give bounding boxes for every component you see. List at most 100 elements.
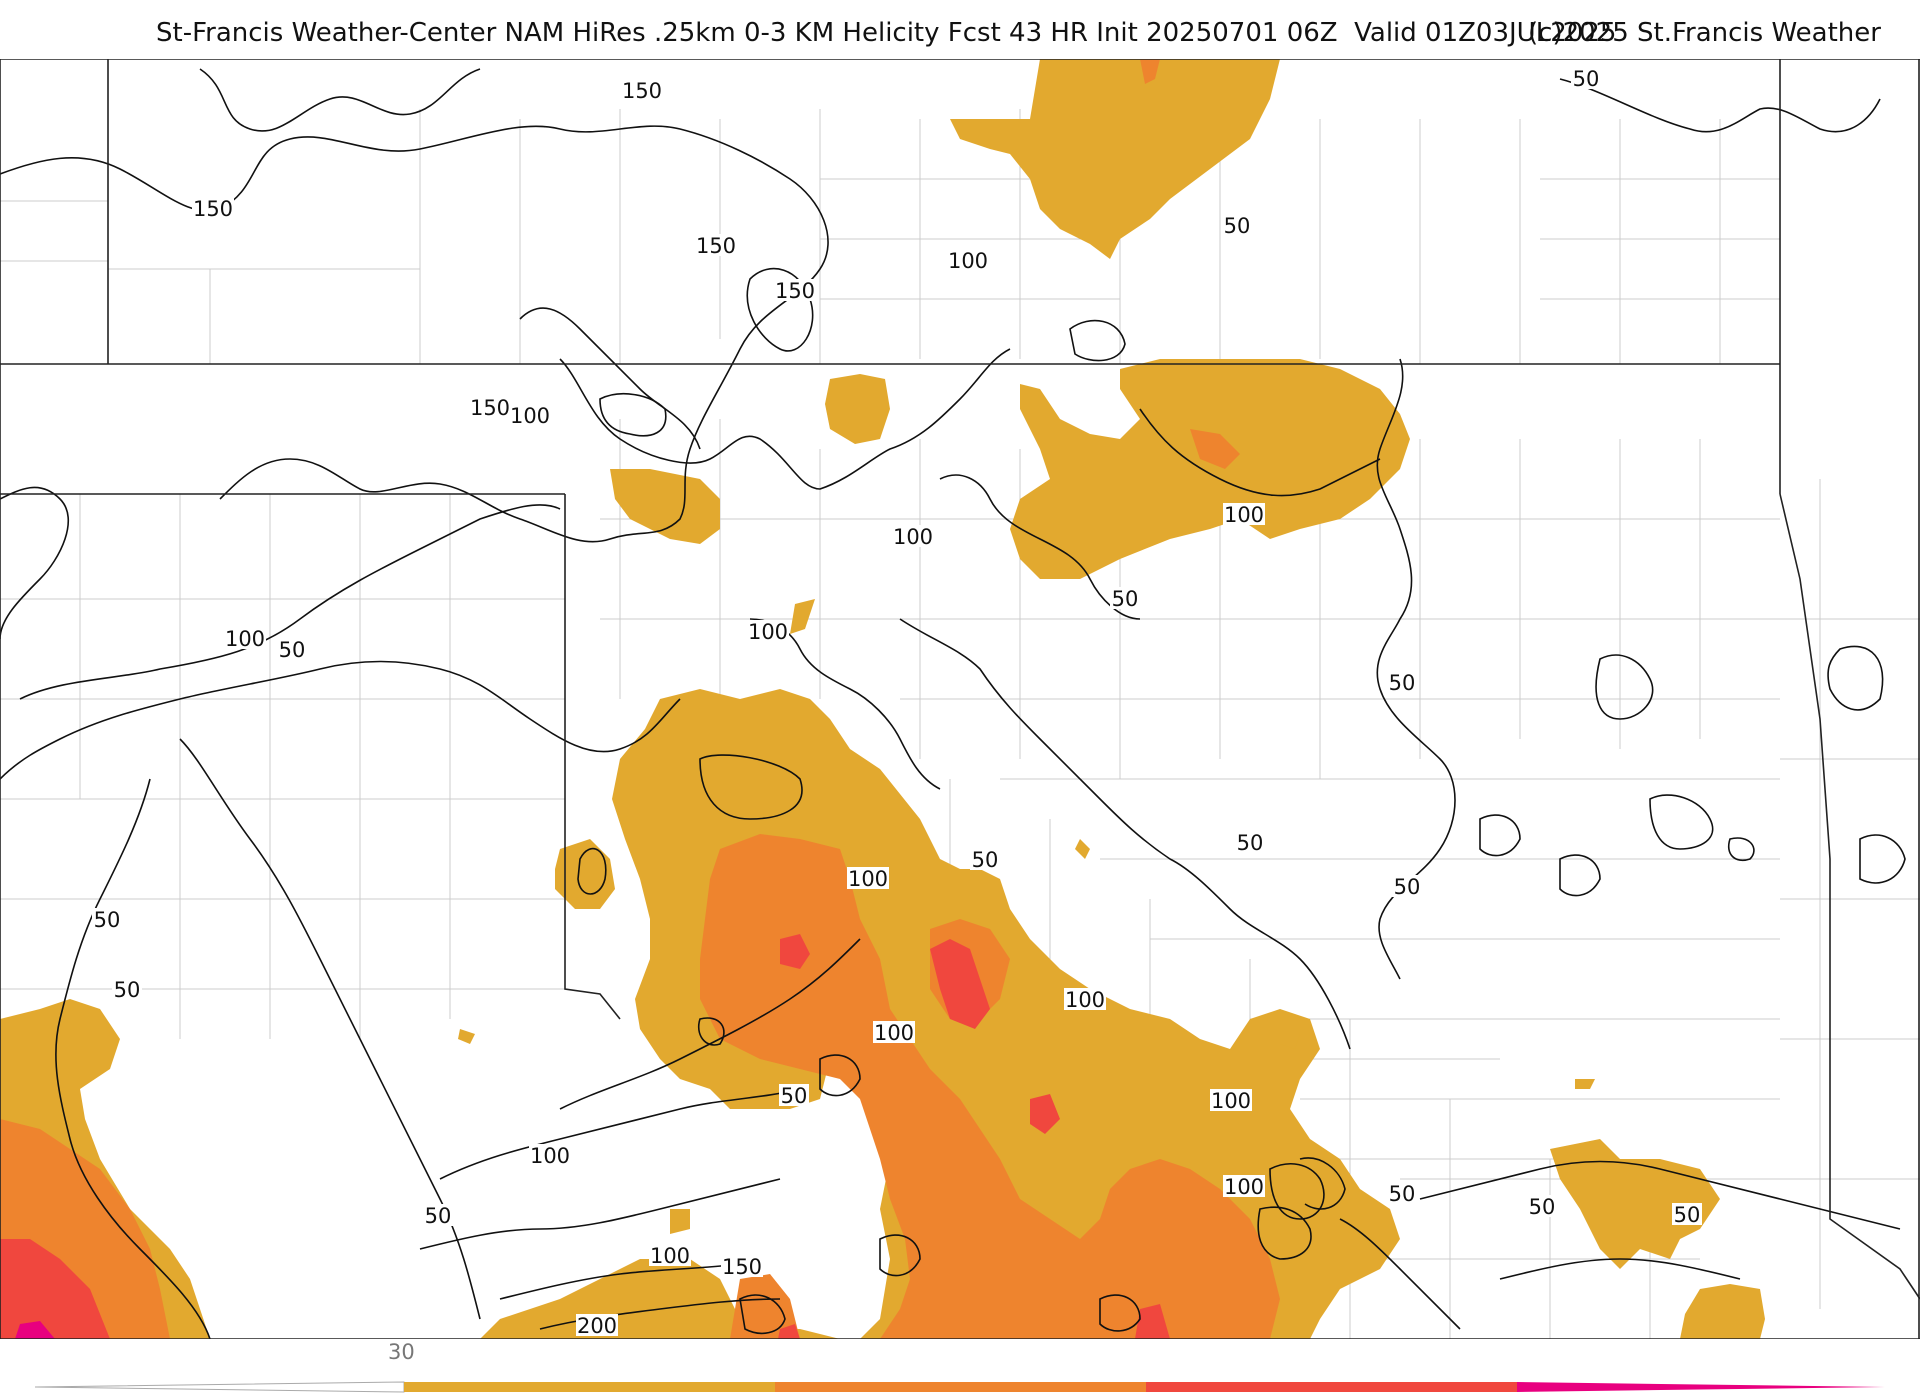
fill-l2-ne — [1190, 429, 1240, 469]
fill-l1-sp1 — [1075, 839, 1090, 859]
contour-label-bg — [747, 620, 789, 642]
contour-label: 100 — [650, 1244, 690, 1268]
contour-label-bg — [277, 638, 307, 660]
contour-label: 50 — [114, 978, 141, 1002]
contour-label: 50 — [1112, 587, 1139, 611]
contour-label-bg — [509, 404, 551, 426]
colorbar-bar — [34, 1381, 1885, 1393]
contour-label-bg — [649, 1244, 691, 1266]
contour-label-bg — [1571, 67, 1601, 89]
copyright-text: (c)2025 St.Francis Weather — [1528, 18, 1881, 48]
contour-label-bg — [774, 279, 816, 301]
contour-label-bg — [847, 867, 889, 889]
contour-label: 50 — [1224, 214, 1251, 238]
fill-l3-a — [780, 934, 810, 969]
contour-labels: 1501501501501501005050150100100501001005… — [92, 67, 1702, 1338]
fill-l3-d — [0, 1239, 110, 1339]
map-title: St-Francis Weather-Center NAM HiRes .25k… — [156, 18, 1617, 48]
fill-l1-small-c — [790, 599, 815, 634]
contour-label: 50 — [425, 1204, 452, 1228]
contour-label: 50 — [94, 908, 121, 932]
contour-label-bg — [970, 848, 1000, 870]
contour-label-bg — [1223, 503, 1265, 525]
fill-l2-north — [1140, 59, 1160, 84]
colorbar-segment-2 — [775, 1382, 1146, 1392]
contour-label-bg — [695, 234, 737, 256]
contour-label: 100 — [1224, 503, 1264, 527]
contour-label: 100 — [1065, 988, 1105, 1012]
fill-l2-main-a — [700, 834, 1280, 1339]
contour-label: 150 — [696, 234, 736, 258]
fill-l1-small-a — [825, 374, 890, 444]
contour-label-bg — [92, 908, 122, 930]
state-borders — [0, 59, 1920, 1339]
fill-l1-sp4 — [1575, 1079, 1595, 1089]
fill-l1-north — [950, 59, 1280, 259]
contour-label: 100 — [1224, 1175, 1264, 1199]
fill-l1-se-a — [1550, 1139, 1720, 1269]
contour-label: 100 — [874, 1021, 914, 1045]
fill-l4-sw — [15, 1321, 55, 1339]
contour-label-bg — [1392, 875, 1422, 897]
contour-label: 100 — [1211, 1089, 1251, 1113]
contour-label-bg — [423, 1204, 453, 1226]
colorbar-segment-3 — [1146, 1382, 1517, 1392]
colorbar: 30 — [0, 1340, 1920, 1400]
contour-label: 100 — [748, 620, 788, 644]
colorbar-segment-4 — [1517, 1382, 1885, 1392]
contour-label-bg — [1235, 831, 1265, 853]
contour-label: 100 — [510, 404, 550, 428]
contour-label: 150 — [622, 79, 662, 103]
contour-label: 50 — [1237, 831, 1264, 855]
contour-label: 100 — [225, 627, 265, 651]
colorbar-segment-1 — [404, 1382, 775, 1392]
fill-l1-small-b — [610, 469, 720, 544]
contour-label: 150 — [722, 1255, 762, 1279]
contour-label: 50 — [781, 1084, 808, 1108]
contour-label-bg — [1387, 671, 1417, 693]
contour-label-bg — [1672, 1203, 1702, 1225]
fill-l3-f — [778, 1324, 800, 1339]
contour-label: 50 — [279, 638, 306, 662]
contour-label-bg — [1223, 1175, 1265, 1197]
contour-label: 100 — [948, 249, 988, 273]
helicity-fill-areas-3 — [0, 934, 1170, 1339]
contour-label: 100 — [530, 1144, 570, 1168]
contour-label-bg — [721, 1255, 763, 1277]
contour-label: 50 — [1573, 67, 1600, 91]
helicity-fill-areas-4 — [15, 1321, 55, 1339]
contour-label-bg — [1222, 214, 1252, 236]
map-title-bar: St-Francis Weather-Center NAM HiRes .25k… — [0, 14, 1920, 54]
fill-l3-c — [1030, 1094, 1060, 1134]
contour-label-bg — [1387, 1182, 1417, 1204]
fill-l1-sp5 — [1280, 1029, 1300, 1049]
fill-l1-ne-blob — [1010, 359, 1410, 579]
contour-label-bg — [224, 627, 266, 649]
contour-label-bg — [576, 1314, 618, 1336]
contour-label: 200 — [577, 1314, 617, 1338]
contour-label-bg — [192, 197, 234, 219]
fill-l1-west — [555, 839, 615, 909]
contour-label-bg — [469, 396, 511, 418]
contour-label: 50 — [1674, 1203, 1701, 1227]
contour-label-bg — [529, 1144, 571, 1166]
contour-label: 150 — [775, 279, 815, 303]
contour-label: 100 — [848, 867, 888, 891]
fill-l1-se-b — [1680, 1284, 1765, 1339]
contour-label: 50 — [1529, 1195, 1556, 1219]
colorbar-tick-label: 30 — [388, 1340, 415, 1364]
contour-label: 100 — [893, 525, 933, 549]
contour-label-bg — [779, 1084, 809, 1106]
contour-label-bg — [892, 525, 934, 547]
contour-label-bg — [1527, 1195, 1557, 1217]
contour-label-bg — [947, 249, 989, 271]
helicity-map: 1501501501501501005050150100100501001005… — [0, 59, 1920, 1339]
fill-l1-sp2 — [670, 1209, 690, 1234]
contour-label: 50 — [1389, 671, 1416, 695]
contour-label: 50 — [1389, 1182, 1416, 1206]
contour-label: 150 — [193, 197, 233, 221]
contour-label-bg — [1064, 988, 1106, 1010]
contour-label-bg — [1110, 587, 1140, 609]
fill-l1-sp3 — [458, 1029, 475, 1044]
contour-label-bg — [112, 978, 142, 1000]
